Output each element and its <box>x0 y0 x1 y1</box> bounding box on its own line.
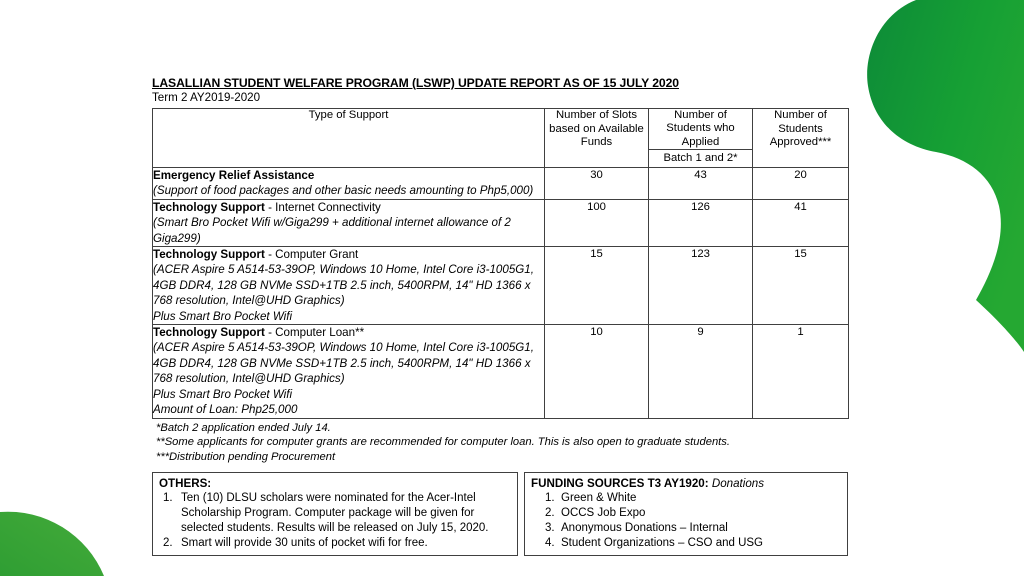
table-row: Technology Support - Computer Loan** (ACE… <box>152 324 849 419</box>
column-header-applied: Number of Students who Applied Batch 1 a… <box>648 108 753 168</box>
cell-type-of-support: Technology Support - Internet Connectivi… <box>152 198 545 248</box>
funding-box-heading-suffix: Donations <box>711 477 765 491</box>
list-item-number: 3. <box>545 522 555 535</box>
support-description: (ACER Aspire 5 A514-53-39OP, Windows 10 … <box>153 263 534 308</box>
list-item-text: Anonymous Donations – Internal <box>561 522 728 535</box>
others-box-heading: OTHERS: <box>159 477 212 491</box>
support-title: Technology Support - Internet Connectivi… <box>153 200 381 214</box>
table-row: Technology Support - Internet Connectivi… <box>152 198 849 248</box>
cell-applied: 9 <box>648 324 753 419</box>
column-header-applied-batch: Batch 1 and 2* <box>663 151 738 164</box>
footnote: **Some applicants for computer grants ar… <box>156 436 730 449</box>
column-header-approved: Number of Students Approved*** <box>752 108 849 168</box>
list-item-text: Green & White <box>561 492 637 505</box>
funding-box-heading-main: FUNDING SOURCES T3 AY1920: <box>531 477 709 491</box>
list-item-number: 1. <box>545 492 555 505</box>
cell-applied: 123 <box>648 246 753 326</box>
list-item-number: 2. <box>163 537 173 550</box>
list-item: 3. Anonymous Donations – Internal <box>531 521 841 536</box>
cell-slots: 100 <box>544 198 649 248</box>
others-list: 1. Ten (10) DLSU scholars were nominated … <box>159 491 511 551</box>
list-item-text: OCCS Job Expo <box>561 507 646 520</box>
support-description: (Smart Bro Pocket Wifi w/Giga299 + addit… <box>153 216 511 245</box>
green-quarter-circle-bottom-left <box>0 511 104 576</box>
list-item: 4. Student Organizations – CSO and USG <box>531 536 841 551</box>
others-box: OTHERS: 1. Ten (10) DLSU scholars were no… <box>152 472 518 557</box>
cell-approved: 20 <box>752 167 849 200</box>
column-header-type-of-support: Type of Support <box>152 108 545 168</box>
list-item: 2. OCCS Job Expo <box>531 506 841 521</box>
list-item-number: 2. <box>545 507 555 520</box>
support-description: (Support of food packages and other basi… <box>153 184 534 198</box>
footnotes: *Batch 2 application ended July 14. **Som… <box>156 421 852 465</box>
funding-list: 1. Green & White 2. OCCS Job Expo 3. Anonymou… <box>531 491 841 551</box>
slide-content: LASALLIAN STUDENT WELFARE PROGRAM (LSWP)… <box>152 76 852 557</box>
support-description: Amount of Loan: Php25,000 <box>153 403 298 417</box>
cell-approved: 15 <box>752 246 849 326</box>
lswp-summary-table: Type of Support Number of Slots based on… <box>152 108 849 419</box>
list-item-text: Smart will provide 30 units of pocket wi… <box>181 537 428 550</box>
support-title: Technology Support - Computer Grant <box>153 248 359 262</box>
column-header-slots: Number of Slots based on Available Funds <box>544 108 649 168</box>
footnote: *Batch 2 application ended July 14. <box>156 421 331 434</box>
list-item: 1. Green & White <box>531 491 841 506</box>
funding-sources-box: FUNDING SOURCES T3 AY1920: Donations 1. G… <box>524 472 848 557</box>
cell-type-of-support: Emergency Relief Assistance (Support of f… <box>152 167 545 200</box>
cell-type-of-support: Technology Support - Computer Loan** (ACE… <box>152 324 545 419</box>
cell-slots: 30 <box>544 167 649 200</box>
list-item: 1. Ten (10) DLSU scholars were nominated … <box>159 491 511 536</box>
list-item-text: Ten (10) DLSU scholars were nominated fo… <box>181 492 489 535</box>
cell-approved: 1 <box>752 324 849 419</box>
list-item-number: 4. <box>545 537 555 550</box>
table-row: Emergency Relief Assistance (Support of f… <box>152 167 849 200</box>
table-row: Technology Support - Computer Grant (ACER… <box>152 246 849 326</box>
support-description: Plus Smart Bro Pocket Wifi <box>153 309 293 323</box>
support-title: Emergency Relief Assistance <box>153 169 315 182</box>
support-subtitle: - Computer Grant <box>264 248 359 262</box>
page-title: LASALLIAN STUDENT WELFARE PROGRAM (LSWP)… <box>152 76 679 90</box>
list-item-text: Student Organizations – CSO and USG <box>561 537 763 550</box>
footnote: ***Distribution pending Procurement <box>156 450 336 463</box>
cell-applied: 126 <box>648 198 753 248</box>
cell-applied: 43 <box>648 167 753 200</box>
page-subtitle: Term 2 AY2019-2020 <box>152 91 261 104</box>
list-item: 2. Smart will provide 30 units of pocket … <box>159 536 511 551</box>
cell-type-of-support: Technology Support - Computer Grant (ACER… <box>152 246 545 326</box>
green-blob-top-right <box>867 0 1024 352</box>
cell-slots: 15 <box>544 246 649 326</box>
support-subtitle: - Computer Loan** <box>264 326 365 340</box>
bottom-boxes: OTHERS: 1. Ten (10) DLSU scholars were no… <box>152 472 848 557</box>
support-subtitle: - Internet Connectivity <box>264 200 381 214</box>
table-header-row: Type of Support Number of Slots based on… <box>152 108 849 168</box>
column-header-applied-main: Number of Students who Applied <box>649 109 752 150</box>
list-item-number: 1. <box>163 492 173 505</box>
support-title: Technology Support - Computer Loan** <box>153 326 365 340</box>
support-description: Plus Smart Bro Pocket Wifi <box>153 387 293 401</box>
support-description: (ACER Aspire 5 A514-53-39OP, Windows 10 … <box>153 341 534 386</box>
funding-box-heading: FUNDING SOURCES T3 AY1920: Donations <box>531 476 841 491</box>
cell-slots: 10 <box>544 324 649 419</box>
cell-approved: 41 <box>752 198 849 248</box>
